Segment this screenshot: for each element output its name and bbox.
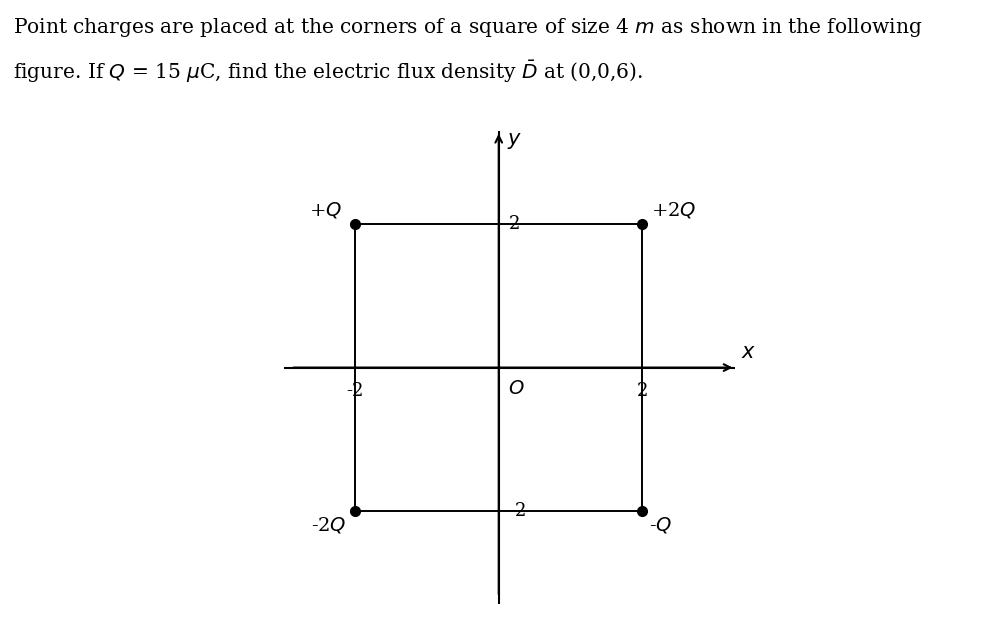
Text: 2: 2 bbox=[508, 215, 520, 233]
Text: figure. If $\mathit{Q}$ = 15 $\mu$C, find the electric flux density $\bar{D}$ at: figure. If $\mathit{Q}$ = 15 $\mu$C, fin… bbox=[13, 59, 643, 85]
Text: 2: 2 bbox=[636, 382, 648, 400]
Text: Point charges are placed at the corners of a square of size 4 $\mathit{m}$ as sh: Point charges are placed at the corners … bbox=[13, 16, 922, 39]
Text: $\mathit{O}$: $\mathit{O}$ bbox=[508, 381, 524, 399]
Text: +$\mathit{Q}$: +$\mathit{Q}$ bbox=[310, 200, 343, 220]
Text: -$\mathit{Q}$: -$\mathit{Q}$ bbox=[649, 515, 672, 535]
Text: -2: -2 bbox=[508, 502, 526, 520]
Text: $\mathit{x}$: $\mathit{x}$ bbox=[741, 342, 756, 362]
Text: -2$\mathit{Q}$: -2$\mathit{Q}$ bbox=[311, 515, 347, 535]
Text: $\mathit{y}$: $\mathit{y}$ bbox=[507, 131, 522, 151]
Text: -2: -2 bbox=[347, 382, 364, 400]
Text: +2$\mathit{Q}$: +2$\mathit{Q}$ bbox=[650, 200, 696, 220]
